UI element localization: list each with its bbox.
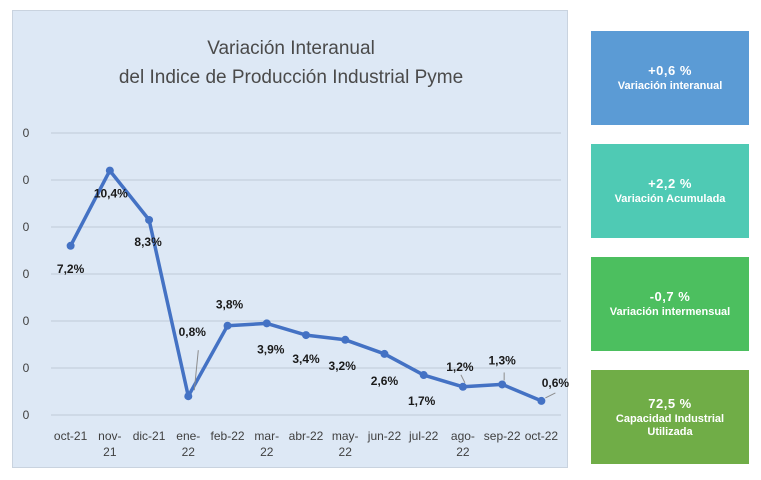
- label-leader-line: [545, 392, 556, 399]
- data-point: [105, 166, 114, 175]
- label-leader-line: [460, 374, 466, 384]
- data-point: [341, 335, 350, 344]
- line-chart: Variación Interanual del Indice de Produ…: [23, 38, 569, 459]
- kpi-label: Variación Acumulada: [614, 193, 726, 205]
- data-point: [66, 241, 75, 250]
- x-tick-label: 22: [182, 445, 196, 459]
- x-tick-label: abr-22: [289, 429, 324, 443]
- x-tick-label: sep-22: [484, 429, 521, 443]
- data-label: 3,8%: [216, 298, 244, 312]
- x-tick-label: nov-: [98, 429, 121, 443]
- y-tick-label: 0: [23, 126, 30, 140]
- x-tick-label: jul-22: [408, 429, 439, 443]
- data-label: 1,7%: [408, 394, 436, 408]
- data-point: [458, 382, 467, 391]
- y-tick-label: 0: [23, 314, 30, 328]
- data-label: 3,2%: [329, 359, 357, 373]
- x-tick-label: feb-22: [211, 429, 245, 443]
- y-tick-label: 0: [23, 408, 30, 422]
- data-point: [380, 349, 389, 358]
- kpi-card-variacion-intermensual: -0,7 % Variación intermensual: [591, 257, 749, 351]
- data-label: 3,4%: [292, 352, 320, 366]
- chart-panel: Variación Interanual del Indice de Produ…: [12, 10, 569, 468]
- x-tick-label: 22: [260, 445, 274, 459]
- data-label: 0,8%: [179, 325, 207, 339]
- data-label: 2,6%: [371, 374, 399, 388]
- data-point: [498, 380, 507, 389]
- data-point: [145, 215, 154, 224]
- kpi-value: -0,7 %: [649, 289, 691, 304]
- data-point: [223, 321, 232, 330]
- y-tick-label: 0: [23, 267, 30, 281]
- x-tick-label: oct-22: [525, 429, 559, 443]
- data-label: 1,2%: [446, 360, 474, 374]
- y-tick-label: 0: [23, 173, 30, 187]
- data-label: 0,6%: [542, 376, 569, 390]
- x-tick-label: 21: [103, 445, 117, 459]
- y-tick-label: 0: [23, 220, 30, 234]
- kpi-card-capacidad-industrial: 72,5 % Capacidad Industrial Utilizada: [591, 370, 749, 464]
- x-tick-label: ago-: [451, 429, 475, 443]
- x-tick-label: dic-21: [133, 429, 166, 443]
- data-point: [419, 371, 428, 380]
- data-point: [184, 392, 193, 401]
- x-tick-label: 22: [339, 445, 353, 459]
- data-point: [537, 396, 546, 405]
- kpi-label: Variación interanual: [617, 80, 723, 92]
- y-tick-label: 0: [23, 361, 30, 375]
- kpi-value: +0,6 %: [648, 63, 692, 78]
- kpi-card-variacion-acumulada: +2,2 % Variación Acumulada: [591, 144, 749, 238]
- data-label: 7,2%: [57, 262, 85, 276]
- data-label: 8,3%: [134, 235, 162, 249]
- kpi-label: Variación intermensual: [609, 306, 731, 318]
- kpi-value: 72,5 %: [648, 395, 692, 411]
- kpi-card-variacion-interanual: +0,6 % Variación interanual: [591, 31, 749, 125]
- x-tick-label: jun-22: [367, 429, 402, 443]
- data-point: [262, 319, 271, 328]
- data-label: 3,9%: [257, 342, 285, 356]
- chart-title-line-1: Variación Interanual: [207, 38, 375, 59]
- x-tick-label: ene-: [176, 429, 200, 443]
- chart-title-line-2: del Indice de Producción Industrial Pyme: [119, 67, 463, 88]
- data-point: [302, 331, 310, 340]
- x-tick-label: oct-21: [54, 429, 88, 443]
- data-label: 10,4%: [94, 187, 128, 201]
- x-tick-label: may-: [332, 429, 359, 443]
- kpi-label: Capacidad Industrial Utilizada: [615, 412, 725, 438]
- label-leader-line: [193, 350, 199, 391]
- x-tick-label: mar-: [254, 429, 279, 443]
- data-label: 1,3%: [488, 353, 516, 367]
- kpi-value: +2,2 %: [648, 176, 692, 191]
- x-tick-label: 22: [456, 445, 470, 459]
